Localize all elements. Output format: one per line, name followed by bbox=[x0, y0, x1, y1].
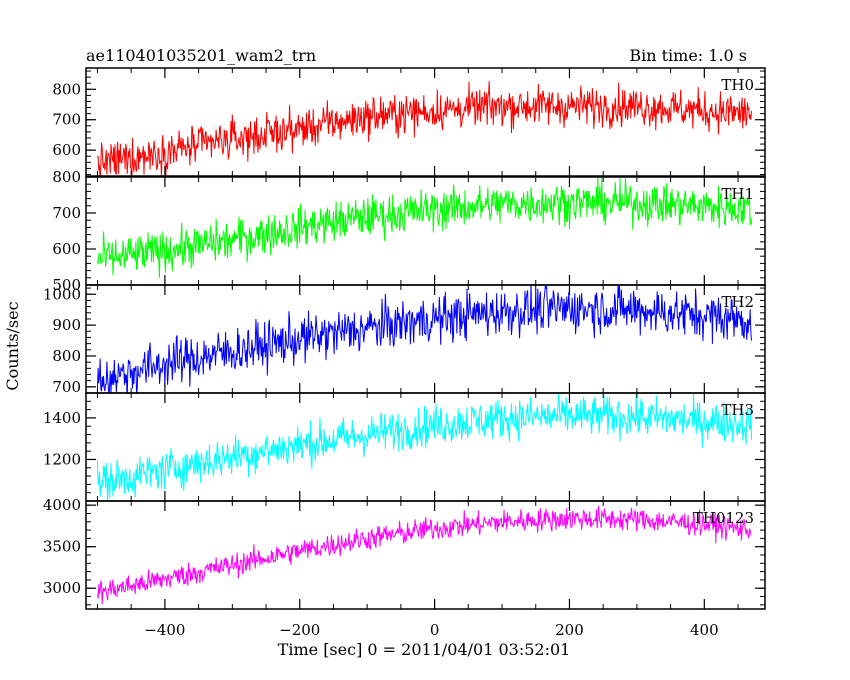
y-tick-label: 500 bbox=[52, 276, 81, 294]
x-tick-label: −400 bbox=[144, 621, 185, 639]
x-tick-label: 0 bbox=[430, 621, 440, 639]
y-tick-label: 700 bbox=[52, 204, 81, 222]
chart-title: ae110401035201_wam2_trn bbox=[86, 46, 316, 65]
panel-th2: 700 800 900 1000 TH2 bbox=[43, 284, 766, 396]
panel-label-th3: TH3 bbox=[721, 401, 754, 419]
panel-label-th1: TH1 bbox=[721, 185, 754, 203]
y-tick-label: 800 bbox=[52, 347, 81, 365]
bin-time-label: Bin time: 1.0 s bbox=[629, 46, 747, 65]
x-axis: −400 −200 0 200 400 bbox=[144, 621, 718, 639]
x-axis-label: Time [sec] 0 = 2011/04/01 03:52:01 bbox=[278, 640, 571, 659]
y-tick-label: 700 bbox=[52, 378, 81, 396]
y-tick-label: 900 bbox=[52, 316, 81, 334]
panels-group: 600 700 800 TH0 500 600 700 800 TH1 700 800 900 1000… bbox=[43, 67, 766, 610]
y-tick-label: 3500 bbox=[43, 538, 81, 556]
y-tick-label: 800 bbox=[52, 168, 81, 186]
panel-th1: 500 600 700 800 TH1 bbox=[52, 168, 766, 294]
y-tick-label: 700 bbox=[52, 111, 81, 129]
y-tick-label: 800 bbox=[52, 80, 81, 98]
x-tick-label: 200 bbox=[555, 621, 584, 639]
y-tick-label: 600 bbox=[52, 240, 81, 258]
panel-th3: 1200 1400 TH3 bbox=[43, 392, 766, 502]
x-tick-label: 400 bbox=[690, 621, 719, 639]
y-tick-label: 3000 bbox=[43, 579, 81, 597]
panel-frame bbox=[85, 67, 766, 177]
y-tick-label: 1200 bbox=[43, 450, 81, 468]
series-line-th1 bbox=[96, 177, 753, 278]
panel-frame bbox=[85, 284, 766, 394]
x-tick-label: −200 bbox=[279, 621, 320, 639]
series-line-th0123 bbox=[96, 505, 752, 605]
y-axis-label: Counts/sec bbox=[3, 301, 22, 390]
y-tick-label: 1400 bbox=[43, 409, 81, 427]
panel-th0123: 3000 3500 4000 TH0123 bbox=[43, 496, 766, 610]
series-line-th3 bbox=[96, 393, 753, 501]
series-line-th0 bbox=[97, 81, 753, 176]
panel-label-th0123: TH0123 bbox=[693, 509, 754, 527]
panel-th0: 600 700 800 TH0 bbox=[52, 67, 766, 177]
series-line-th2 bbox=[96, 285, 753, 393]
y-tick-label: 600 bbox=[52, 141, 81, 159]
panel-label-th0: TH0 bbox=[721, 76, 754, 94]
y-tick-label: 4000 bbox=[43, 496, 81, 514]
panel-label-th2: TH2 bbox=[721, 293, 754, 311]
y-tick-label: 1000 bbox=[43, 285, 81, 303]
